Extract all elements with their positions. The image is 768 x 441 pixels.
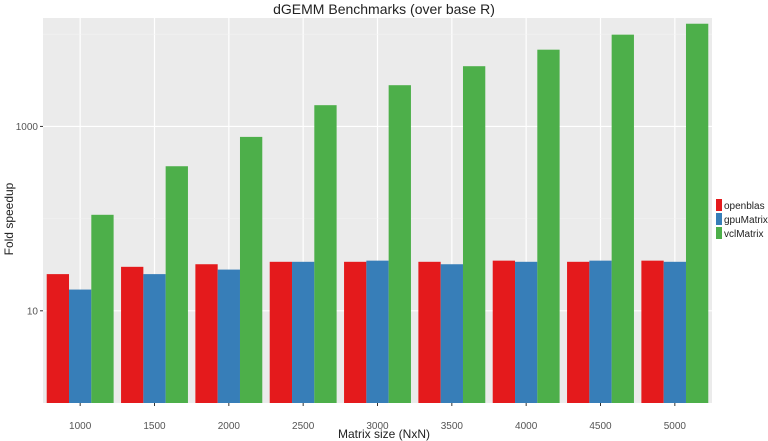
grid-lines: [43, 18, 712, 403]
bar-openblas-2500: [269, 261, 293, 403]
x-tick-label: 1500: [143, 421, 166, 432]
bar-openblas-4500: [567, 261, 590, 403]
bar-vclMatrix-5000: [685, 23, 709, 404]
x-axis-ticks: 1000 1500 2000 2500 3000 3500 4000 4500 5000: [69, 403, 686, 432]
bar-vclMatrix-4500: [611, 34, 634, 404]
bar-gpuMatrix-1000: [69, 289, 92, 403]
y-tick-label: 10: [27, 306, 39, 317]
bar-vclMatrix-2500: [314, 105, 337, 403]
bar-openblas-3500: [418, 261, 441, 403]
chart-title: dGEMM Benchmarks (over base R): [273, 1, 495, 17]
bar-vclMatrix-1000: [91, 214, 114, 403]
x-tick-label: 5000: [664, 421, 687, 432]
legend-label-gpuMatrix: gpuMatrix: [724, 215, 768, 226]
y-axis-ticks: 10 1000: [16, 122, 43, 317]
legend-label-openblas: openblas: [724, 201, 765, 212]
x-axis-title: Matrix size (NxN): [338, 427, 430, 441]
y-tick-label: 1000: [16, 122, 39, 133]
bar-openblas-2000: [195, 264, 218, 403]
legend-swatch-gpuMatrix: [716, 213, 722, 225]
bar-openblas-3000: [344, 261, 367, 403]
legend-swatch-vclMatrix: [716, 227, 722, 239]
bar-gpuMatrix-4500: [589, 260, 612, 403]
y-axis-title: Fold speedup: [2, 182, 16, 255]
x-tick-label: 3500: [441, 421, 464, 432]
bar-gpuMatrix-2000: [217, 269, 240, 403]
x-tick-label: 2500: [292, 421, 315, 432]
bar-gpuMatrix-3000: [366, 260, 389, 403]
bar-gpuMatrix-2500: [292, 261, 315, 403]
bar-openblas-4000: [492, 260, 516, 403]
x-tick-label: 4500: [589, 421, 612, 432]
bar-gpuMatrix-4000: [515, 261, 538, 403]
legend-swatch-openblas: [716, 199, 722, 211]
bars: [46, 23, 709, 404]
bar-vclMatrix-4000: [537, 49, 560, 404]
legend: openblas gpuMatrix vclMatrix: [716, 199, 768, 240]
bar-vclMatrix-1500: [165, 166, 188, 403]
x-tick-label: 2000: [218, 421, 241, 432]
bar-vclMatrix-3500: [462, 66, 486, 404]
bar-gpuMatrix-5000: [663, 261, 686, 403]
bar-gpuMatrix-1500: [143, 274, 166, 403]
bar-vclMatrix-2000: [239, 136, 263, 403]
bar-openblas-1500: [121, 266, 144, 403]
x-tick-label: 1000: [69, 421, 92, 432]
bar-vclMatrix-3000: [388, 85, 411, 404]
bar-gpuMatrix-3500: [440, 264, 463, 403]
bar-openblas-5000: [641, 260, 664, 403]
bar-openblas-1000: [46, 274, 70, 403]
x-tick-label: 4000: [515, 421, 538, 432]
legend-label-vclMatrix: vclMatrix: [724, 229, 763, 240]
x-tick-label: 3000: [366, 421, 389, 432]
